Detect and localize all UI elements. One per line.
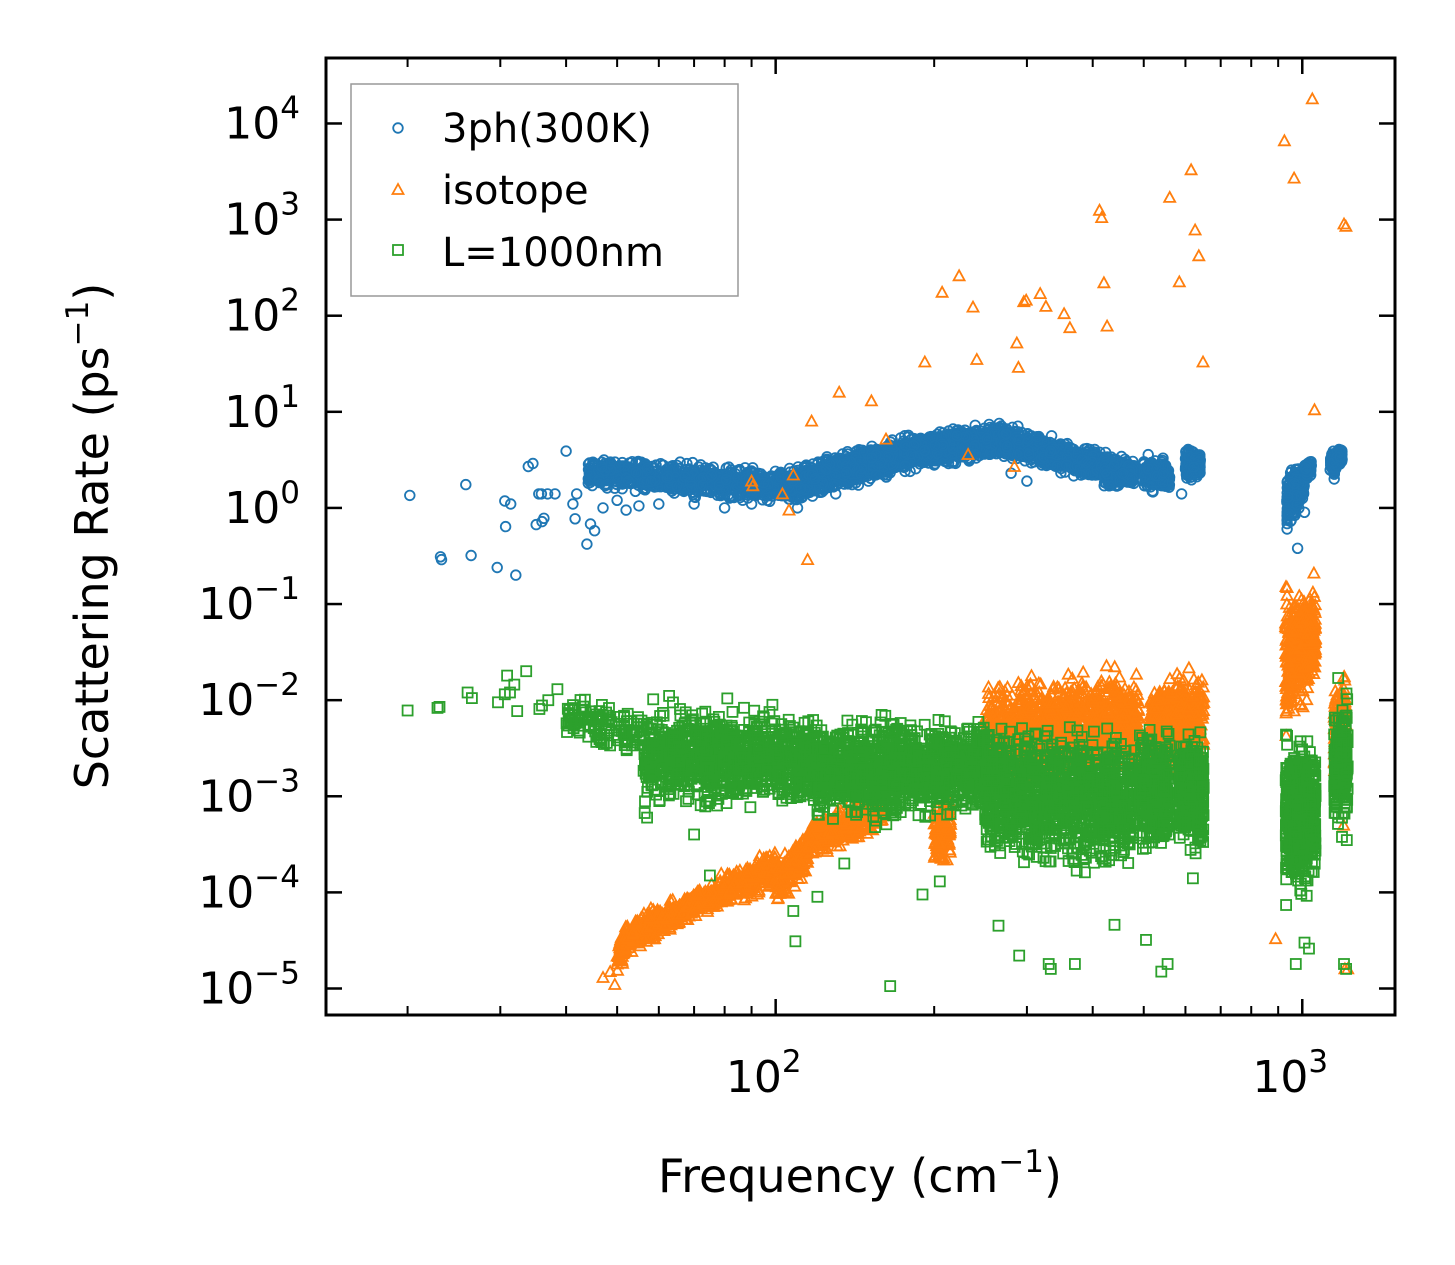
data-point-3ph-300k [762, 478, 774, 490]
data-point-3ph-300k [705, 469, 718, 482]
data-point-3ph-300k [730, 479, 743, 492]
data-point-3ph-300k [768, 481, 780, 494]
data-point-3ph-300k [651, 464, 664, 477]
data-point-3ph-300k [713, 471, 725, 484]
data-point-3ph-300k [593, 473, 606, 486]
data-point-3ph-300k [686, 480, 698, 492]
data-point-3ph-300k [622, 475, 635, 487]
data-point-3ph-300k [657, 472, 669, 484]
data-point-3ph-300k [596, 461, 608, 473]
data-point-3ph-300k [687, 456, 699, 469]
data-points [401, 91, 1355, 992]
data-point-3ph-300k [630, 466, 642, 478]
data-point-3ph-300k [645, 475, 657, 488]
data-point-3ph-300k [705, 485, 717, 497]
data-point-3ph-300k [638, 476, 650, 489]
data-point-3ph-300k [661, 471, 673, 484]
data-point-3ph-300k [721, 469, 733, 481]
data-point-3ph-300k [671, 480, 683, 492]
data-point-3ph-300k [757, 477, 770, 489]
data-point-3ph-300k [626, 456, 639, 468]
data-point-3ph-300k [728, 471, 740, 484]
data-point-3ph-300k [612, 471, 624, 483]
data-point-3ph-300k [713, 484, 726, 497]
data-point-3ph-300k [620, 472, 632, 485]
data-point-3ph-300k [582, 458, 595, 470]
data-point-3ph-300k [697, 472, 710, 484]
data-point-3ph-300k [720, 473, 732, 486]
data-point-3ph-300k [582, 477, 595, 489]
